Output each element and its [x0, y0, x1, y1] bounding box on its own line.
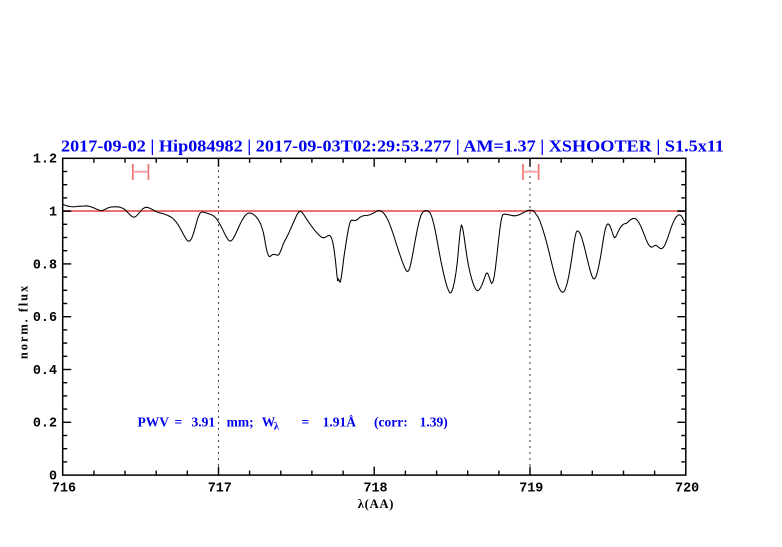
- svg-text:2017-09-02 | Hip084982 | 2017-: 2017-09-02 | Hip084982 | 2017-09-03T02:2…: [61, 136, 724, 155]
- svg-text:0.6: 0.6: [33, 311, 57, 326]
- svg-text:0.2: 0.2: [33, 417, 57, 432]
- svg-text:718: 718: [363, 481, 387, 496]
- svg-text:720: 720: [675, 481, 699, 496]
- svg-text:λ(AA): λ(AA): [358, 497, 395, 511]
- svg-text:1.2: 1.2: [33, 153, 57, 168]
- svg-text:0.8: 0.8: [33, 258, 57, 273]
- svg-text:719: 719: [519, 481, 543, 496]
- svg-text:1: 1: [49, 206, 57, 221]
- svg-text:norm. flux: norm. flux: [16, 284, 30, 359]
- svg-text:0.4: 0.4: [33, 364, 57, 379]
- svg-text:716: 716: [52, 481, 76, 496]
- svg-text:717: 717: [208, 481, 232, 496]
- svg-text:0: 0: [49, 470, 57, 485]
